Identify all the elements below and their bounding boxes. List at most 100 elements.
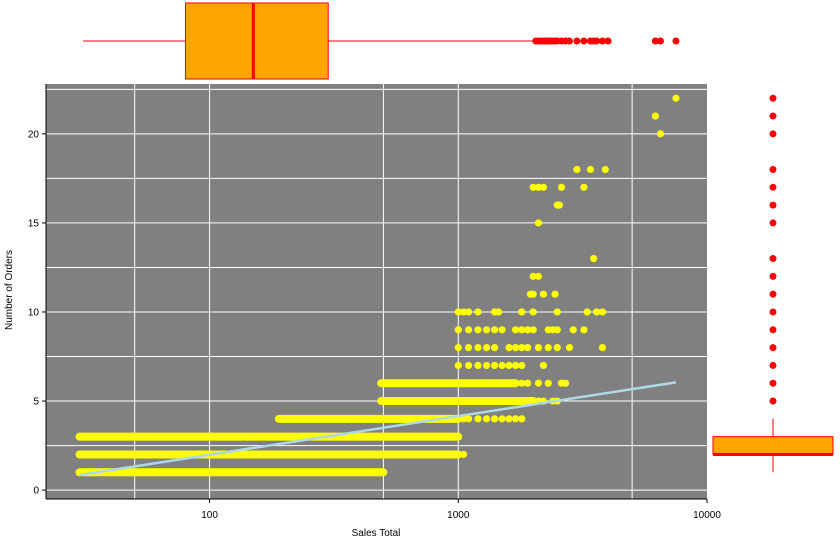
data-point — [464, 415, 473, 423]
data-point — [483, 415, 491, 423]
data-point — [598, 308, 607, 316]
data-point — [539, 183, 548, 191]
data-point — [672, 94, 680, 102]
data-point — [529, 326, 537, 334]
data-point — [651, 112, 659, 120]
y-tick-label: 0 — [33, 486, 39, 497]
x-tick-label: 100 — [201, 510, 218, 521]
data-point — [534, 219, 543, 227]
data-point — [454, 397, 462, 405]
data-point — [491, 326, 499, 334]
y-box-outlier — [769, 112, 777, 120]
data-point — [505, 344, 513, 352]
data-point — [551, 290, 559, 298]
data-point — [101, 450, 109, 459]
data-point — [150, 433, 158, 441]
data-point — [498, 326, 506, 334]
y-box-outlier — [769, 308, 777, 316]
data-point — [593, 308, 601, 316]
data-point — [529, 308, 537, 316]
y-box-iqr — [712, 436, 834, 455]
x-box-outlier — [593, 37, 601, 45]
y-box-outlier — [769, 201, 777, 209]
data-point — [89, 450, 97, 459]
data-point — [573, 165, 581, 174]
data-point — [553, 308, 561, 316]
y-box-outlier — [769, 183, 777, 191]
data-point — [518, 415, 526, 423]
y-box-outlier — [769, 219, 777, 227]
data-point — [511, 415, 520, 423]
data-point — [474, 344, 482, 352]
data-point — [89, 433, 97, 441]
y-box-outlier — [769, 94, 777, 102]
x-box-outlier — [565, 37, 573, 45]
data-point — [583, 308, 591, 316]
y-tick-label: 15 — [28, 218, 40, 229]
x-box-outlier — [580, 37, 588, 45]
data-point — [557, 183, 566, 191]
data-point — [518, 344, 526, 352]
data-point — [511, 397, 520, 405]
data-point — [565, 344, 574, 352]
y-tick-label: 5 — [33, 397, 39, 408]
data-point — [601, 165, 609, 174]
data-point — [464, 397, 473, 405]
data-point — [524, 344, 532, 352]
data-point — [459, 450, 468, 459]
data-point — [534, 183, 543, 191]
data-point — [443, 450, 451, 459]
data-point — [498, 361, 506, 370]
data-point — [505, 361, 513, 370]
data-point — [553, 344, 561, 352]
data-point — [131, 468, 139, 476]
data-point — [119, 468, 127, 476]
x-box-outlier — [656, 37, 664, 45]
data-point — [491, 415, 499, 423]
data-point — [539, 361, 548, 370]
y-box-outlier — [769, 344, 777, 352]
x-box-iqr — [184, 2, 329, 80]
x-box-outlier — [573, 37, 581, 45]
y-box-outlier — [769, 326, 777, 334]
x-marginal-boxplot — [83, 2, 680, 80]
y-tick-label: 20 — [28, 129, 40, 140]
y-box-outlier — [769, 379, 777, 387]
data-point — [483, 326, 491, 334]
data-point — [656, 130, 665, 138]
data-point — [511, 326, 520, 334]
data-point — [474, 415, 482, 423]
data-point — [79, 450, 87, 459]
data-point — [483, 397, 491, 405]
y-box-outlier — [769, 255, 777, 263]
data-point — [454, 344, 462, 352]
data-point — [580, 183, 588, 191]
data-point — [589, 254, 598, 263]
x-box-outlier — [651, 37, 659, 45]
data-point — [518, 326, 526, 334]
data-point — [483, 344, 491, 352]
data-point — [464, 308, 473, 316]
data-point — [491, 361, 499, 370]
data-point — [511, 361, 520, 370]
data-point — [598, 344, 607, 352]
trend-line — [79, 381, 677, 477]
data-point — [498, 415, 506, 423]
data-point — [511, 344, 520, 352]
axes: 100 1000 10000 0 5 10 15 20 — [28, 84, 721, 521]
data-point — [555, 201, 563, 209]
data-point — [181, 433, 190, 441]
y-tick-label: 10 — [28, 307, 40, 318]
main-scatter-plot — [46, 84, 707, 499]
data-point — [534, 379, 543, 387]
y-box-outlier — [769, 165, 777, 173]
data-point — [79, 433, 87, 441]
data-point — [464, 361, 473, 370]
data-point — [524, 379, 532, 387]
data-point — [459, 308, 468, 316]
x-axis-title: Sales Total — [352, 528, 401, 539]
y-axis-title: Number of Orders — [4, 250, 15, 330]
x-box-outlier — [598, 37, 606, 45]
data-point — [505, 415, 513, 423]
